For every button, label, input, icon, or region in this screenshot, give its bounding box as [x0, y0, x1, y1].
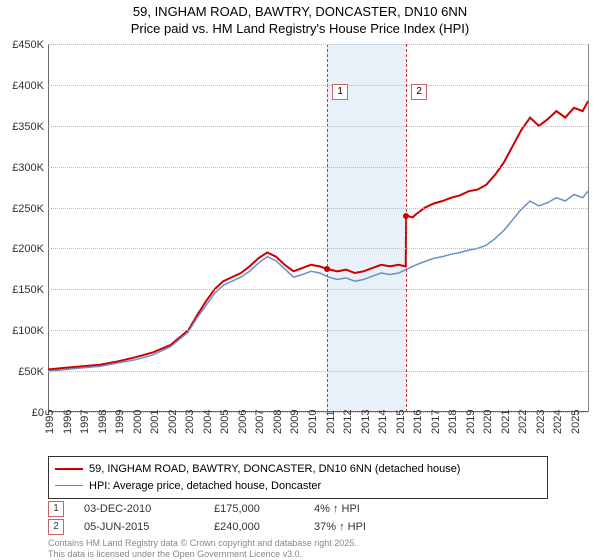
sales-table: 1 03-DEC-2010 £175,000 4% ↑ HPI 2 05-JUN-2015…: [48, 500, 404, 536]
legend-swatch: [55, 485, 83, 486]
x-tick-label: 2014: [377, 410, 389, 434]
sale-marker-1: 1: [332, 84, 348, 100]
legend-label: 59, INGHAM ROAD, BAWTRY, DONCASTER, DN10…: [89, 461, 460, 478]
x-tick-label: 2023: [535, 410, 547, 434]
series-hpi: [48, 191, 588, 371]
chart-title: 59, INGHAM ROAD, BAWTRY, DONCASTER, DN10…: [0, 0, 600, 38]
x-tick-label: 1995: [44, 410, 56, 434]
sale-price: £175,000: [214, 503, 294, 515]
x-tick-label: 2004: [202, 410, 214, 434]
x-tick-label: 1997: [79, 410, 91, 434]
x-tick-label: 2011: [325, 410, 337, 434]
gridline-h: £450K: [48, 44, 588, 45]
sale-row-marker: 2: [48, 519, 64, 535]
x-tick-label: 2007: [254, 410, 266, 434]
sale-row-marker: 1: [48, 501, 64, 517]
sale-row: 1 03-DEC-2010 £175,000 4% ↑ HPI: [48, 500, 404, 518]
y-tick-label: £450K: [12, 39, 44, 51]
x-tick-label: 2012: [342, 410, 354, 434]
gridline-h: £150K: [48, 289, 588, 290]
x-tick-label: 2025: [570, 410, 582, 434]
x-tick-label: 2005: [219, 410, 231, 434]
y-tick-label: £50K: [18, 366, 44, 378]
x-tick-label: 2018: [447, 410, 459, 434]
y-tick-label: £250K: [12, 203, 44, 215]
x-tick-label: 2020: [482, 410, 494, 434]
footer-line-1: Contains HM Land Registry data © Crown c…: [48, 538, 357, 548]
legend-item: HPI: Average price, detached house, Donc…: [55, 478, 541, 495]
sale-event-line: [406, 44, 407, 412]
sale-date: 03-DEC-2010: [84, 503, 194, 515]
gridline-h: £100K: [48, 330, 588, 331]
x-tick-label: 2017: [430, 410, 442, 434]
x-tick-label: 2003: [184, 410, 196, 434]
x-tick-label: 2008: [272, 410, 284, 434]
gridline-h: £250K: [48, 208, 588, 209]
x-tick-label: 1999: [114, 410, 126, 434]
chart-container: 59, INGHAM ROAD, BAWTRY, DONCASTER, DN10…: [0, 0, 600, 560]
sale-point: [324, 266, 330, 272]
y-tick-label: £350K: [12, 121, 44, 133]
legend-item: 59, INGHAM ROAD, BAWTRY, DONCASTER, DN10…: [55, 461, 541, 478]
x-tick-label: 2002: [167, 410, 179, 434]
x-tick-label: 2022: [517, 410, 529, 434]
y-tick-label: £0: [32, 407, 44, 419]
legend-label: HPI: Average price, detached house, Donc…: [89, 478, 321, 495]
x-tick-label: 2006: [237, 410, 249, 434]
x-tick-label: 2016: [412, 410, 424, 434]
gridline-h: £300K: [48, 167, 588, 168]
sale-change: 37% ↑ HPI: [314, 521, 404, 533]
legend: 59, INGHAM ROAD, BAWTRY, DONCASTER, DN10…: [48, 456, 548, 499]
footer-line-2: This data is licensed under the Open Gov…: [48, 549, 302, 559]
x-tick-label: 2001: [149, 410, 161, 434]
gridline-h: £50K: [48, 371, 588, 372]
x-tick-label: 2015: [395, 410, 407, 434]
legend-swatch: [55, 468, 83, 470]
x-tick-label: 2010: [307, 410, 319, 434]
sale-change: 4% ↑ HPI: [314, 503, 404, 515]
y-tick-label: £300K: [12, 162, 44, 174]
x-tick-label: 1996: [62, 410, 74, 434]
gridline-h: £200K: [48, 248, 588, 249]
y-tick-label: £100K: [12, 325, 44, 337]
plot-area: £0£50K£100K£150K£200K£250K£300K£350K£400…: [48, 44, 589, 412]
gridline-h: £400K: [48, 85, 588, 86]
x-tick-label: 2000: [132, 410, 144, 434]
footer-attribution: Contains HM Land Registry data © Crown c…: [48, 538, 357, 560]
sale-event-line: [327, 44, 328, 412]
x-tick-label: 2024: [552, 410, 564, 434]
y-tick-label: £150K: [12, 284, 44, 296]
x-tick-label: 2009: [289, 410, 301, 434]
sale-marker-2: 2: [411, 84, 427, 100]
x-tick-label: 2013: [360, 410, 372, 434]
sale-price: £240,000: [214, 521, 294, 533]
x-tick-label: 1998: [97, 410, 109, 434]
line-series-svg: [48, 44, 588, 412]
x-tick-label: 2019: [465, 410, 477, 434]
y-tick-label: £200K: [12, 243, 44, 255]
sale-row: 2 05-JUN-2015 £240,000 37% ↑ HPI: [48, 518, 404, 536]
x-tick-label: 2021: [500, 410, 512, 434]
title-line-1: 59, INGHAM ROAD, BAWTRY, DONCASTER, DN10…: [133, 4, 467, 19]
y-tick-label: £400K: [12, 80, 44, 92]
title-line-2: Price paid vs. HM Land Registry's House …: [131, 21, 469, 36]
sale-point: [403, 213, 409, 219]
sale-date: 05-JUN-2015: [84, 521, 194, 533]
gridline-h: £350K: [48, 126, 588, 127]
